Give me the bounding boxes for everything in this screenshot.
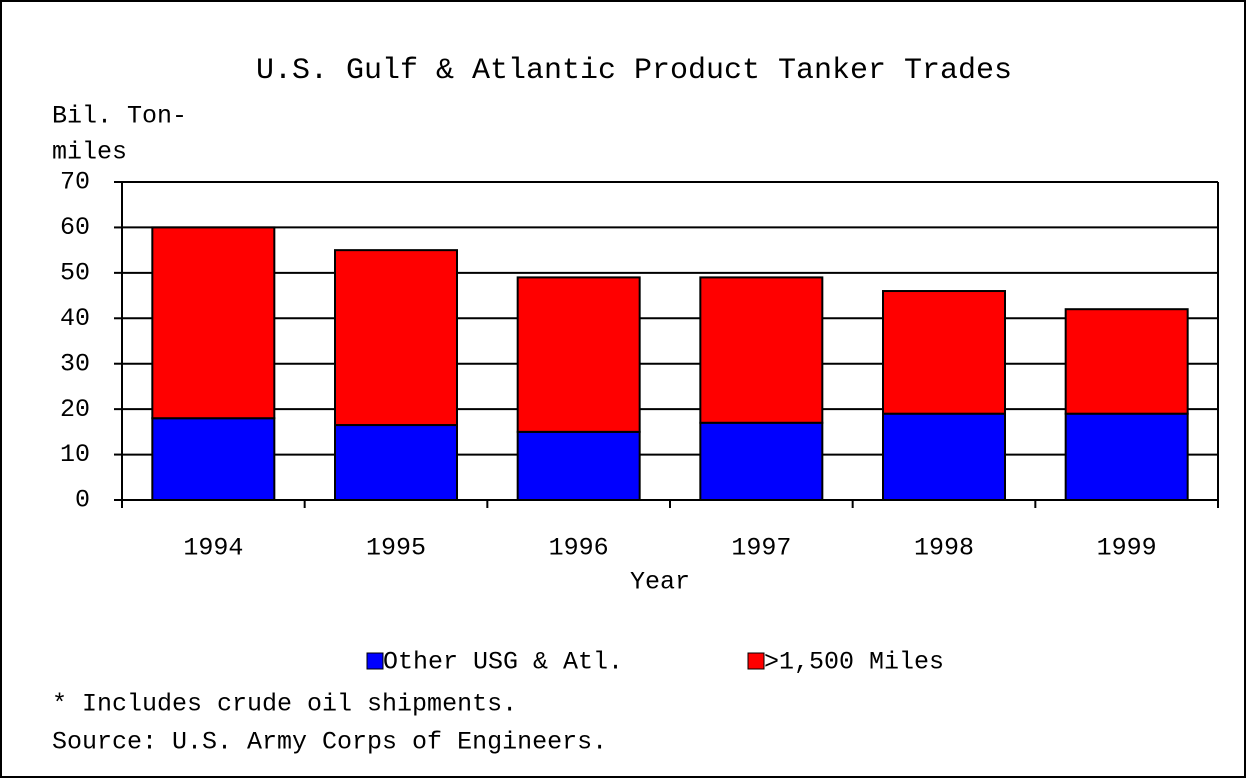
- y-axis-label: miles: [52, 138, 127, 167]
- note: * Includes crude oil shipments.: [52, 690, 517, 719]
- x-tick-label: 1995: [366, 534, 426, 563]
- bar-segment: [516, 276, 641, 433]
- x-tick-label: 1997: [731, 534, 791, 563]
- y-tick-label: 0: [75, 486, 90, 515]
- chart-title: U.S. Gulf & Atlantic Product Tanker Trad…: [256, 54, 1012, 88]
- legend-swatch: [366, 652, 384, 670]
- bar-segment: [1064, 412, 1189, 501]
- legend-swatch: [747, 652, 765, 670]
- y-tick-label: 70: [60, 168, 90, 197]
- x-tick-label: 1994: [183, 534, 243, 563]
- y-tick-label: 30: [60, 349, 90, 378]
- bar-segment: [334, 424, 458, 501]
- y-tick-label: 20: [60, 395, 90, 424]
- bar-segment: [1064, 308, 1189, 415]
- y-axis-label: Bil. Ton-: [52, 102, 187, 131]
- bar-segment: [882, 412, 1006, 501]
- bar-segment: [151, 226, 276, 420]
- x-tick-label: 1996: [549, 534, 609, 563]
- note: Source: U.S. Army Corps of Engineers.: [52, 728, 607, 757]
- y-tick-label: 10: [60, 440, 90, 469]
- bar-segment: [699, 276, 824, 424]
- bar-segment: [516, 430, 641, 502]
- x-axis-label: Year: [630, 568, 690, 597]
- legend-label: Other USG & Atl.: [383, 648, 623, 677]
- y-tick-label: 60: [60, 213, 90, 242]
- bar-segment: [699, 421, 824, 501]
- bar-segment: [334, 249, 458, 427]
- legend-label: >1,500 Miles: [764, 648, 944, 677]
- x-tick-label: 1999: [1097, 534, 1157, 563]
- y-tick-label: 50: [60, 258, 90, 287]
- bar-segment: [882, 290, 1006, 415]
- y-tick-label: 40: [60, 304, 90, 333]
- x-tick-label: 1998: [914, 534, 974, 563]
- bar-segment: [151, 417, 276, 502]
